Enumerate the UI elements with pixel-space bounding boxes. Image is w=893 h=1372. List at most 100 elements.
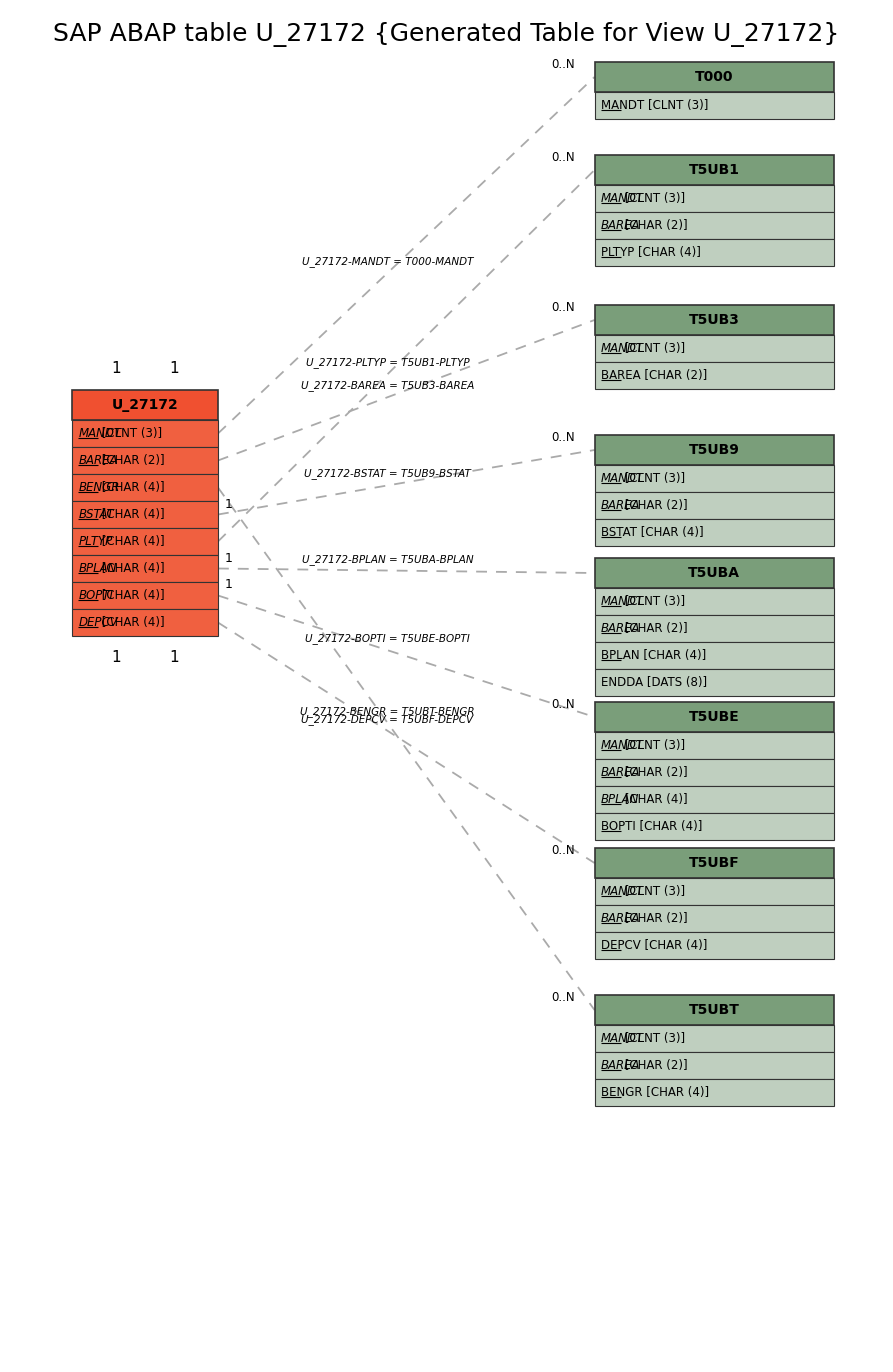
Text: [CHAR (4)]: [CHAR (4)] — [98, 589, 165, 602]
Text: 0..N: 0..N — [552, 431, 575, 445]
Text: SAP ABAP table U_27172 {Generated Table for View U_27172}: SAP ABAP table U_27172 {Generated Table … — [54, 22, 839, 47]
Text: MANDT: MANDT — [601, 595, 644, 608]
Text: [CLNT (3)]: [CLNT (3)] — [621, 342, 685, 355]
Bar — [595, 733, 834, 759]
Bar — [595, 759, 834, 786]
Text: U_27172-BENGR = T5UBT-BENGR: U_27172-BENGR = T5UBT-BENGR — [300, 705, 475, 716]
Text: BAREA: BAREA — [601, 220, 640, 232]
Text: [CHAR (2)]: [CHAR (2)] — [621, 912, 688, 925]
Text: 1: 1 — [225, 498, 233, 510]
Text: ENDDA [DATS (8)]: ENDDA [DATS (8)] — [601, 676, 707, 689]
Bar — [72, 501, 218, 528]
Text: MANDT: MANDT — [601, 472, 644, 484]
Text: 1: 1 — [170, 361, 179, 376]
Bar — [595, 465, 834, 493]
Text: BPLAN: BPLAN — [79, 563, 117, 575]
Text: [CHAR (4)]: [CHAR (4)] — [98, 508, 165, 521]
Bar — [595, 995, 834, 1025]
Text: [CHAR (4)]: [CHAR (4)] — [98, 563, 165, 575]
Text: MANDT: MANDT — [601, 342, 644, 355]
Text: BOPTI [CHAR (4)]: BOPTI [CHAR (4)] — [601, 820, 702, 833]
Bar — [72, 609, 218, 637]
Text: [CHAR (2)]: [CHAR (2)] — [621, 499, 688, 512]
Text: T5UB9: T5UB9 — [689, 443, 739, 457]
Bar — [595, 335, 834, 362]
Bar — [595, 1078, 834, 1106]
Text: [CHAR (4)]: [CHAR (4)] — [98, 535, 165, 547]
Bar — [595, 814, 834, 840]
Text: [CHAR (2)]: [CHAR (2)] — [621, 1059, 688, 1072]
Bar — [595, 1052, 834, 1078]
Bar — [595, 519, 834, 546]
Text: T5UBF: T5UBF — [689, 856, 739, 870]
Text: 0..N: 0..N — [552, 698, 575, 711]
Text: U_27172-BAREA = T5UB3-BAREA: U_27172-BAREA = T5UB3-BAREA — [301, 380, 474, 391]
Text: [CHAR (4)]: [CHAR (4)] — [621, 793, 688, 805]
Text: 1: 1 — [170, 650, 179, 665]
Text: 1: 1 — [111, 650, 121, 665]
Text: T000: T000 — [695, 70, 734, 84]
Bar — [595, 362, 834, 390]
Bar — [595, 213, 834, 239]
Text: 0..N: 0..N — [552, 58, 575, 71]
Text: MANDT: MANDT — [601, 1032, 644, 1045]
Text: [CLNT (3)]: [CLNT (3)] — [621, 192, 685, 204]
Bar — [595, 786, 834, 814]
Text: [CHAR (2)]: [CHAR (2)] — [621, 220, 688, 232]
Text: 0..N: 0..N — [552, 991, 575, 1004]
Text: U_27172-BPLAN = T5UBA-BPLAN: U_27172-BPLAN = T5UBA-BPLAN — [302, 554, 473, 564]
Text: BPLAN [CHAR (4)]: BPLAN [CHAR (4)] — [601, 649, 706, 663]
Text: [CLNT (3)]: [CLNT (3)] — [621, 885, 685, 899]
Text: [CHAR (4)]: [CHAR (4)] — [98, 616, 165, 628]
Text: 1: 1 — [111, 361, 121, 376]
Bar — [595, 155, 834, 185]
Text: U_27172-BSTAT = T5UB9-BSTAT: U_27172-BSTAT = T5UB9-BSTAT — [304, 469, 471, 479]
Text: MANDT: MANDT — [601, 885, 644, 899]
Bar — [72, 473, 218, 501]
Bar — [595, 932, 834, 959]
Bar — [595, 435, 834, 465]
Text: U_27172-PLTYP = T5UB1-PLTYP: U_27172-PLTYP = T5UB1-PLTYP — [305, 358, 469, 368]
Text: [CLNT (3)]: [CLNT (3)] — [621, 740, 685, 752]
Text: 0..N: 0..N — [552, 151, 575, 165]
Text: BAREA: BAREA — [601, 499, 640, 512]
Text: [CLNT (3)]: [CLNT (3)] — [98, 427, 163, 440]
Bar — [595, 670, 834, 696]
Bar — [595, 305, 834, 335]
Text: BAREA: BAREA — [601, 1059, 640, 1072]
Text: BAREA: BAREA — [79, 454, 118, 466]
Bar — [72, 556, 218, 582]
Bar — [72, 447, 218, 473]
Text: 1: 1 — [225, 579, 233, 591]
Text: T5UB1: T5UB1 — [689, 163, 740, 177]
Text: BSTAT [CHAR (4)]: BSTAT [CHAR (4)] — [601, 525, 704, 539]
Text: U_27172-DEPCV = T5UBF-DEPCV: U_27172-DEPCV = T5UBF-DEPCV — [301, 713, 473, 724]
Text: DEPCV [CHAR (4)]: DEPCV [CHAR (4)] — [601, 938, 707, 952]
Text: [CLNT (3)]: [CLNT (3)] — [621, 595, 685, 608]
Bar — [595, 92, 834, 119]
Text: MANDT: MANDT — [601, 192, 644, 204]
Text: T5UBA: T5UBA — [689, 567, 740, 580]
Bar — [72, 420, 218, 447]
Text: MANDT: MANDT — [79, 427, 121, 440]
Text: BAREA: BAREA — [601, 622, 640, 635]
Text: BAREA: BAREA — [601, 912, 640, 925]
Text: PLTYP [CHAR (4)]: PLTYP [CHAR (4)] — [601, 246, 701, 259]
Bar — [72, 582, 218, 609]
Bar — [595, 558, 834, 589]
Text: [CHAR (2)]: [CHAR (2)] — [621, 766, 688, 779]
Text: 1: 1 — [225, 552, 233, 564]
Text: DEPCV: DEPCV — [79, 616, 118, 628]
Bar — [595, 906, 834, 932]
Bar — [595, 642, 834, 670]
Text: [CHAR (2)]: [CHAR (2)] — [98, 454, 165, 466]
Text: [CLNT (3)]: [CLNT (3)] — [621, 472, 685, 484]
Text: BENGR: BENGR — [79, 482, 120, 494]
Text: T5UB3: T5UB3 — [689, 313, 739, 327]
Text: [CHAR (4)]: [CHAR (4)] — [98, 482, 165, 494]
Bar — [595, 878, 834, 906]
Bar — [595, 589, 834, 615]
Text: 0..N: 0..N — [552, 300, 575, 314]
Bar — [595, 185, 834, 213]
Text: BOPTI: BOPTI — [79, 589, 113, 602]
